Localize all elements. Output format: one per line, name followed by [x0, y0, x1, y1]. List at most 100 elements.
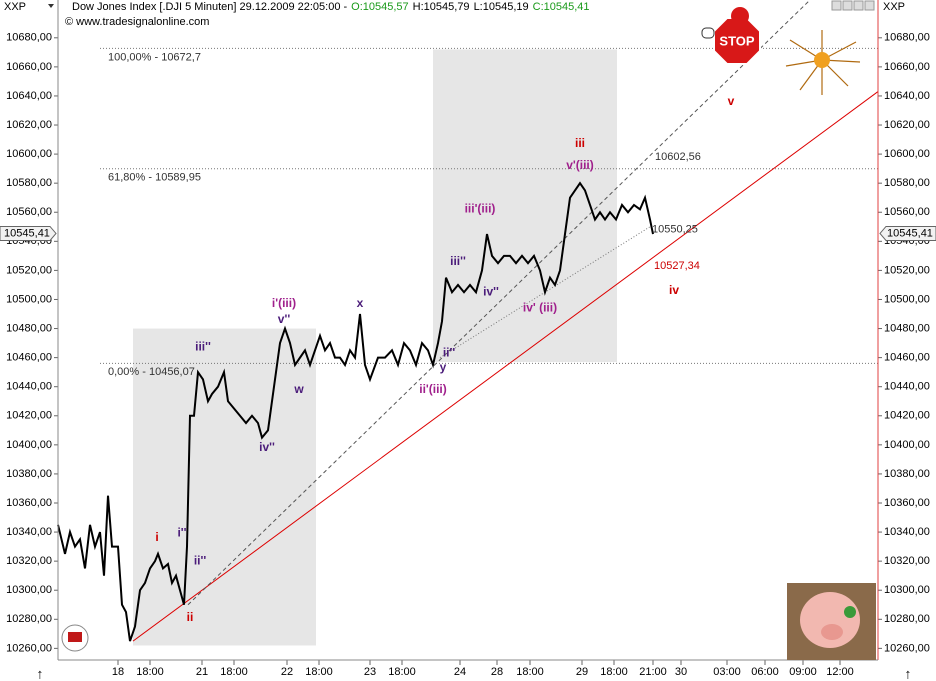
price-tag: [0, 225, 57, 241]
stop-octagon: [713, 17, 761, 65]
button[interactable]: [842, 0, 853, 11]
wave-label: iii'': [450, 254, 466, 268]
y-tick-label: 10420,00: [6, 410, 52, 422]
logo-ring: [61, 624, 89, 652]
y-tick-label: 10360,00: [6, 497, 52, 509]
x-tick-label: 21: [196, 666, 208, 678]
wave-label: ii: [187, 610, 194, 624]
y-tick-label: 10620,00: [6, 119, 52, 131]
y-tick-label: 10680,00: [884, 32, 930, 44]
ohlc-value: L:10545,19: [474, 1, 529, 13]
x-tick-label: 06:00: [751, 666, 779, 678]
stop-text: STOP: [719, 33, 754, 48]
y-tick-label: 10660,00: [884, 61, 930, 73]
fib-label: 0,00% - 10456,07: [108, 366, 195, 378]
y-tick-label: 10420,00: [884, 410, 930, 422]
y-tick-label: 10660,00: [6, 61, 52, 73]
wave-label: iii'': [195, 340, 211, 354]
level-label: 10527,34: [654, 260, 700, 272]
y-tick-label: 10260,00: [884, 642, 930, 654]
y-tick-label: 10480,00: [884, 322, 930, 334]
y-tick-label: 10620,00: [884, 119, 930, 131]
y-tick-label: 10280,00: [884, 613, 930, 625]
wave-label: iii: [575, 136, 585, 150]
y-tick-label: 10320,00: [884, 555, 930, 567]
price-tag-label: 10545,41: [887, 227, 933, 239]
wave-label: ii'': [443, 345, 456, 359]
wave-label: ii'': [194, 553, 207, 567]
wave-label: iii'(iii): [465, 202, 496, 216]
y-tick-label: 10520,00: [6, 264, 52, 276]
wave-label: y: [440, 360, 447, 374]
y-tick-label: 10560,00: [884, 206, 930, 218]
ohlc-value: C:10545,41: [533, 1, 590, 13]
wave-label: ii'(iii): [419, 382, 447, 396]
button[interactable]: [831, 0, 842, 11]
copyright: © www.tradesignalonline.com: [65, 16, 209, 28]
wave-label: iv: [669, 283, 679, 297]
wave-label: x: [357, 296, 364, 310]
wave-label: v'': [278, 312, 291, 326]
x-tick-label: 09:00: [789, 666, 817, 678]
x-tick-label: 12:00: [826, 666, 854, 678]
y-tick-label: 10300,00: [884, 584, 930, 596]
stop-head: [731, 7, 749, 25]
y-tick-label: 10600,00: [884, 148, 930, 160]
plot: [57, 181, 654, 642]
y-tick-label: 10520,00: [884, 264, 930, 276]
wave-label: i: [155, 530, 158, 544]
zone: [433, 49, 617, 362]
y-tick-label: 10680,00: [6, 32, 52, 44]
button[interactable]: [864, 0, 875, 11]
ohlc-value: O:10545,57: [351, 1, 409, 13]
y-tick-label: 10340,00: [6, 526, 52, 538]
stop-sign: STOP: [701, 7, 761, 65]
x-tick-label: 24: [454, 666, 466, 678]
fib-label: 100,00% - 10672,7: [108, 51, 201, 63]
dropdown-arrow[interactable]: [48, 4, 54, 8]
price-tag: [879, 225, 936, 241]
level-label: 10602,56: [655, 151, 701, 163]
chart-title: Dow Jones Index [.DJI 5 Minuten] 29.12.2…: [72, 1, 348, 13]
y-tick-label: 10360,00: [884, 497, 930, 509]
clover: [844, 606, 856, 618]
wave-label: iv'': [483, 284, 499, 298]
wave-label: i'': [177, 526, 186, 540]
y-tick-label: 10260,00: [6, 642, 52, 654]
y-tick-label: 10480,00: [6, 322, 52, 334]
y-tick-label: 10500,00: [884, 293, 930, 305]
x-tick-label: 03:00: [713, 666, 741, 678]
firework: [785, 30, 861, 95]
symbol: XXP: [4, 1, 26, 13]
wave-label: iv' (iii): [523, 300, 557, 314]
y-tick-label: 10400,00: [884, 439, 930, 451]
y-tick-label: 10640,00: [6, 90, 52, 102]
y-tick-label: 10340,00: [884, 526, 930, 538]
y-tick-label: 10380,00: [884, 468, 930, 480]
price-line: [57, 181, 654, 642]
wave-label: iv'': [259, 440, 275, 454]
button[interactable]: [853, 0, 864, 11]
stop-hand: [701, 27, 715, 39]
trend-line: [132, 91, 879, 642]
labels: 10260,00 10260,00 10280,00 10280,00 10300,00…: [6, 32, 930, 678]
wave-label: i'(iii): [272, 296, 296, 310]
y-tick-label: 10300,00: [6, 584, 52, 596]
x-tick-label: 29: [576, 666, 588, 678]
scroll-arrow[interactable]: ↑: [37, 666, 44, 681]
y-tick-label: 10640,00: [884, 90, 930, 102]
window-buttons: [831, 0, 875, 11]
y-tick-label: 10460,00: [884, 352, 930, 364]
pig-snout: [821, 624, 843, 640]
y-tick-label: 10440,00: [6, 381, 52, 393]
scroll-arrow[interactable]: ↑: [905, 666, 912, 681]
trend-line: [187, 0, 811, 606]
y-tick-label: 10320,00: [6, 555, 52, 567]
x-tick-label: 28: [491, 666, 503, 678]
y-tick-label: 10500,00: [6, 293, 52, 305]
pig-face: [800, 592, 860, 648]
x-tick-label: 18:00: [136, 666, 164, 678]
y-tick-label: 10440,00: [884, 381, 930, 393]
logo-box: [68, 632, 82, 642]
